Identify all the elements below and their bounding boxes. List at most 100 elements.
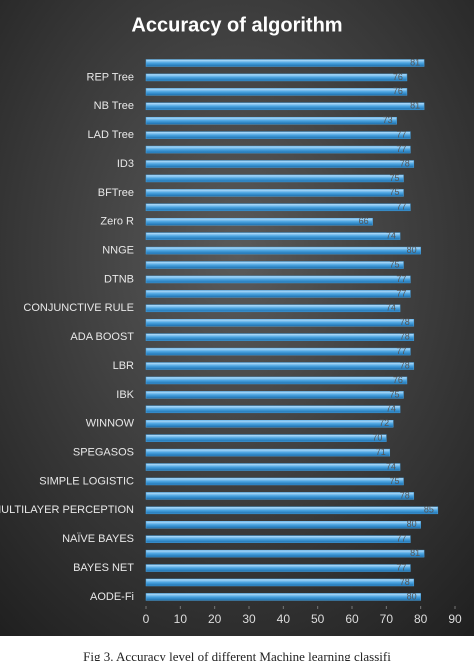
value-label: 75: [389, 389, 399, 399]
bar: [145, 59, 425, 67]
y-tick-label: BFTree: [98, 187, 134, 199]
bar: [145, 73, 408, 82]
chart-title: Accuracy of algorithm: [131, 14, 342, 36]
bar: [145, 145, 411, 154]
value-label: 74: [386, 231, 396, 241]
value-label: 80: [407, 245, 417, 255]
bar: [145, 290, 411, 298]
bar: [145, 333, 415, 341]
bar: [145, 189, 404, 197]
value-label: 80: [407, 591, 417, 601]
bar: [145, 318, 415, 327]
value-label: 77: [396, 130, 406, 140]
value-label: 75: [389, 476, 399, 486]
value-label: 72: [379, 418, 389, 428]
x-tick-label: 0: [143, 612, 150, 626]
y-tick-label: WINNOW: [86, 418, 135, 430]
value-label: 73: [383, 115, 393, 125]
bar: [145, 477, 404, 486]
value-label: 66: [359, 216, 369, 226]
value-label: 81: [410, 101, 420, 111]
value-label: 75: [389, 259, 399, 269]
value-label: 76: [393, 86, 403, 96]
bar: [145, 362, 415, 370]
y-tick-label: LBR: [113, 360, 134, 372]
value-label: 78: [400, 158, 410, 168]
x-tick-label: 50: [311, 612, 325, 626]
y-tick-label: REP Tree: [87, 71, 135, 83]
bar: [145, 174, 404, 183]
y-tick-label: BAYES NET: [73, 562, 134, 574]
bar: [145, 102, 425, 111]
bar: [145, 391, 404, 399]
value-label: 77: [396, 346, 406, 356]
value-label: 75: [389, 187, 399, 197]
bar: [145, 521, 421, 529]
value-label: 78: [400, 577, 410, 587]
bar: [145, 88, 408, 96]
bar: [145, 593, 421, 601]
bar: [145, 203, 411, 212]
value-label: 77: [396, 562, 406, 572]
value-label: 74: [386, 461, 396, 471]
x-tick-label: 20: [208, 612, 222, 626]
x-tick-label: 40: [277, 612, 291, 626]
bar: [145, 434, 387, 442]
value-label: 81: [410, 548, 420, 558]
y-tick-label: NAÏVE BAYES: [62, 533, 134, 545]
y-tick-label: AODE-Fi: [90, 591, 134, 603]
value-label: 76: [393, 375, 403, 385]
y-tick-label: LAD Tree: [88, 129, 134, 141]
bar: [145, 405, 401, 414]
y-tick-label: IBK: [116, 389, 134, 401]
value-label: 78: [400, 490, 410, 500]
bar: [145, 275, 411, 284]
bar: [145, 564, 411, 572]
value-label: 77: [396, 288, 406, 298]
bar: [145, 420, 394, 428]
bar: [145, 578, 415, 587]
x-tick-label: 30: [242, 612, 256, 626]
value-label: 77: [396, 202, 406, 212]
caption: Fig 3. Accuracy level of different Machi…: [83, 649, 391, 661]
y-tick-label: MULTILAYER PERCEPTION: [0, 504, 134, 516]
bar: [145, 232, 401, 240]
value-label: 80: [407, 519, 417, 529]
y-tick-label: NB Tree: [94, 100, 134, 112]
bar: [145, 549, 425, 558]
value-label: 77: [396, 144, 406, 154]
value-label: 71: [376, 447, 386, 457]
y-tick-label: Zero R: [100, 216, 134, 228]
x-tick-label: 80: [414, 612, 428, 626]
y-tick-label: DTNB: [104, 273, 134, 285]
value-label: 75: [389, 173, 399, 183]
y-tick-label: SIMPLE LOGISTIC: [39, 475, 134, 487]
bar: [145, 217, 373, 226]
value-label: 77: [396, 274, 406, 284]
bar: [145, 506, 439, 515]
value-label: 78: [400, 360, 410, 370]
y-tick-label: SPEGASOS: [73, 447, 134, 459]
value-label: 74: [386, 404, 396, 414]
bar: [145, 535, 411, 543]
value-label: 78: [400, 332, 410, 342]
bar: [145, 116, 397, 125]
value-label: 77: [396, 534, 406, 544]
bar: [145, 131, 411, 139]
x-tick-label: 90: [448, 612, 462, 626]
value-label: 85: [424, 505, 434, 515]
bar: [145, 492, 415, 500]
value-label: 74: [386, 303, 396, 313]
value-label: 78: [400, 317, 410, 327]
bar: [145, 261, 404, 269]
bar: [145, 448, 391, 457]
value-label: 76: [393, 72, 403, 82]
bar: [145, 246, 421, 255]
x-tick-label: 10: [174, 612, 188, 626]
bar: [145, 347, 411, 356]
bar: [145, 304, 401, 313]
bar: [145, 463, 401, 471]
bar: [145, 160, 415, 168]
y-tick-label: NNGE: [102, 244, 134, 256]
